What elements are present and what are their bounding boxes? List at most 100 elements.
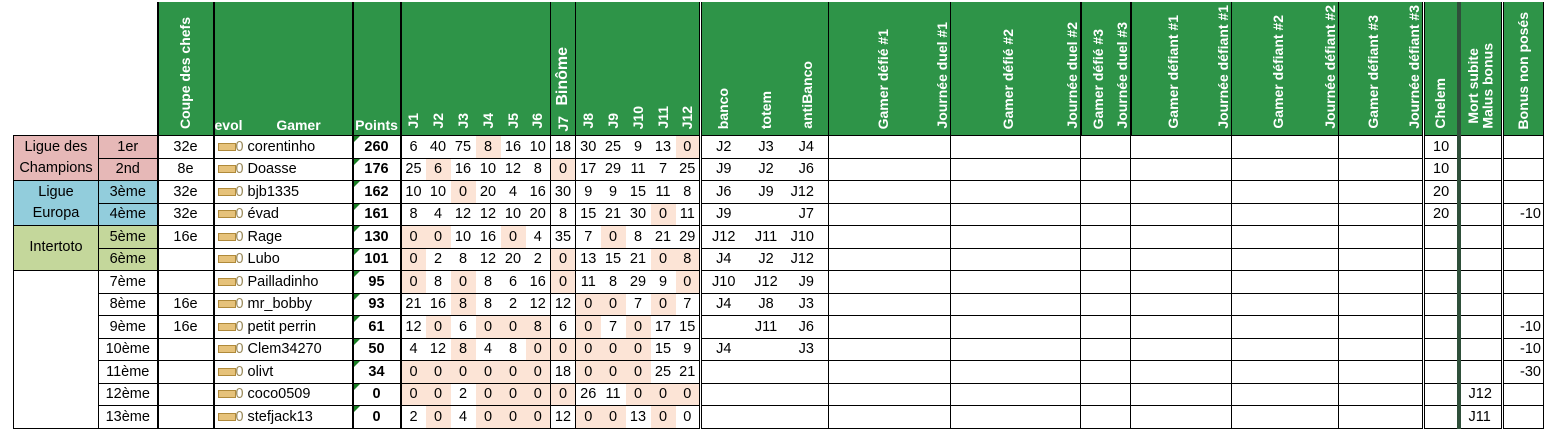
bonus-non-poses-cell[interactable] — [1501, 382, 1544, 406]
header-duel-8[interactable]: Journée défiant #1 — [1180, 2, 1232, 136]
duel-cell[interactable] — [1130, 270, 1181, 294]
day-score-j9[interactable]: 0 — [600, 225, 626, 249]
duel-cell[interactable] — [950, 360, 1016, 384]
bonus-non-poses-cell[interactable]: -10 — [1501, 315, 1544, 339]
duel-cell[interactable] — [1015, 135, 1081, 159]
day-score-j9[interactable]: 0 — [600, 360, 626, 384]
points-cell[interactable]: 0 — [351, 382, 402, 406]
antibanco-cell[interactable]: J12 — [786, 180, 829, 204]
day-score-j11[interactable]: 0 — [650, 247, 676, 271]
gamer-name[interactable]: bjb1335 — [245, 180, 353, 204]
duel-cell[interactable] — [1130, 382, 1181, 406]
gamer-name[interactable]: petit perrin — [245, 315, 353, 339]
duel-cell[interactable] — [1231, 225, 1286, 249]
day-score-j3[interactable]: 6 — [450, 315, 476, 339]
day-score-j10[interactable]: 15 — [625, 180, 651, 204]
antibanco-cell[interactable] — [786, 405, 829, 429]
duel-cell[interactable] — [1080, 292, 1106, 316]
header-duel-7[interactable]: Gamer défiant #1 — [1129, 2, 1181, 136]
bonus-non-poses-cell[interactable] — [1501, 292, 1544, 316]
duel-cell[interactable] — [890, 247, 951, 271]
duel-cell[interactable] — [890, 360, 951, 384]
banco-cell[interactable]: J2 — [699, 135, 746, 159]
chelem-cell[interactable] — [1423, 225, 1459, 249]
duel-cell[interactable] — [828, 157, 891, 181]
antibanco-cell[interactable]: J4 — [786, 135, 829, 159]
day-score-j2[interactable]: 2 — [425, 247, 451, 271]
duel-cell[interactable] — [1015, 202, 1081, 226]
header-duel-4[interactable]: Journée duel #2 — [1015, 2, 1081, 136]
day-score-j8[interactable]: 15 — [575, 202, 601, 226]
day-score-j12[interactable]: 7 — [675, 292, 701, 316]
day-score-j1[interactable]: 25 — [399, 157, 426, 181]
duel-cell[interactable] — [1231, 382, 1286, 406]
mort-subite-cell[interactable] — [1456, 292, 1503, 316]
day-score-j2[interactable]: 16 — [425, 292, 451, 316]
duel-cell[interactable] — [1338, 292, 1381, 316]
duel-cell[interactable] — [1105, 225, 1131, 249]
day-score-j7[interactable]: 35 — [550, 225, 576, 249]
day-score-j7[interactable]: 18 — [550, 360, 576, 384]
duel-cell[interactable] — [1180, 225, 1232, 249]
day-score-j2[interactable]: 4 — [425, 202, 451, 226]
totem-cell[interactable] — [745, 382, 787, 406]
duel-cell[interactable] — [1231, 315, 1286, 339]
duel-cell[interactable] — [828, 202, 891, 226]
day-score-j1[interactable]: 0 — [399, 360, 426, 384]
duel-cell[interactable] — [1285, 157, 1339, 181]
day-score-j3[interactable]: 12 — [450, 202, 476, 226]
points-cell[interactable]: 101 — [351, 247, 402, 271]
points-cell[interactable]: 176 — [351, 157, 402, 181]
duel-cell[interactable] — [890, 337, 951, 361]
duel-cell[interactable] — [950, 315, 1016, 339]
antibanco-cell[interactable]: J9 — [786, 270, 829, 294]
day-score-j8[interactable]: 0 — [575, 405, 601, 429]
day-score-j2[interactable]: 40 — [425, 135, 451, 159]
day-score-j5[interactable]: 0 — [500, 382, 526, 406]
header-day-j5[interactable]: J5 — [500, 2, 526, 136]
duel-cell[interactable] — [1338, 270, 1381, 294]
day-score-j1[interactable]: 21 — [399, 292, 426, 316]
day-score-j7[interactable]: 12 — [550, 405, 576, 429]
day-score-j9[interactable]: 0 — [600, 337, 626, 361]
duel-cell[interactable] — [1080, 360, 1106, 384]
gamer-name[interactable]: évad — [245, 202, 353, 226]
day-score-j5[interactable]: 8 — [500, 337, 526, 361]
duel-cell[interactable] — [1380, 247, 1425, 271]
gamer-name[interactable]: mr_bobby — [245, 292, 353, 316]
day-score-j6[interactable]: 10 — [525, 135, 551, 159]
duel-cell[interactable] — [1380, 270, 1425, 294]
coupe-cell[interactable] — [156, 337, 215, 361]
duel-cell[interactable] — [950, 202, 1016, 226]
day-score-j1[interactable]: 0 — [399, 247, 426, 271]
duel-cell[interactable] — [890, 135, 951, 159]
duel-cell[interactable] — [1180, 337, 1232, 361]
duel-cell[interactable] — [1338, 247, 1381, 271]
duel-cell[interactable] — [1180, 292, 1232, 316]
day-score-j7[interactable]: 0 — [550, 270, 576, 294]
day-score-j9[interactable]: 0 — [600, 405, 626, 429]
day-score-j6[interactable]: 8 — [525, 315, 551, 339]
day-score-j10[interactable]: 7 — [625, 292, 651, 316]
duel-cell[interactable] — [1231, 135, 1286, 159]
duel-cell[interactable] — [1380, 202, 1425, 226]
day-score-j10[interactable]: 0 — [625, 315, 651, 339]
day-score-j7[interactable]: 0 — [550, 382, 576, 406]
duel-cell[interactable] — [950, 180, 1016, 204]
day-score-j1[interactable]: 0 — [399, 225, 426, 249]
gamer-name[interactable]: Doasse — [245, 157, 353, 181]
coupe-cell[interactable]: 32e — [156, 135, 215, 159]
banco-cell[interactable]: J4 — [699, 337, 746, 361]
header-day-j9[interactable]: J9 — [600, 2, 626, 136]
chelem-cell[interactable] — [1423, 382, 1459, 406]
antibanco-cell[interactable]: J12 — [786, 247, 829, 271]
duel-cell[interactable] — [1130, 337, 1181, 361]
header-duel-3[interactable]: Gamer défié #2 — [950, 2, 1016, 136]
duel-cell[interactable] — [1180, 270, 1232, 294]
day-score-j3[interactable]: 0 — [450, 270, 476, 294]
duel-cell[interactable] — [1180, 202, 1232, 226]
duel-cell[interactable] — [1105, 202, 1131, 226]
day-score-j11[interactable]: 7 — [650, 157, 676, 181]
duel-cell[interactable] — [1380, 405, 1425, 429]
duel-cell[interactable] — [1180, 360, 1232, 384]
